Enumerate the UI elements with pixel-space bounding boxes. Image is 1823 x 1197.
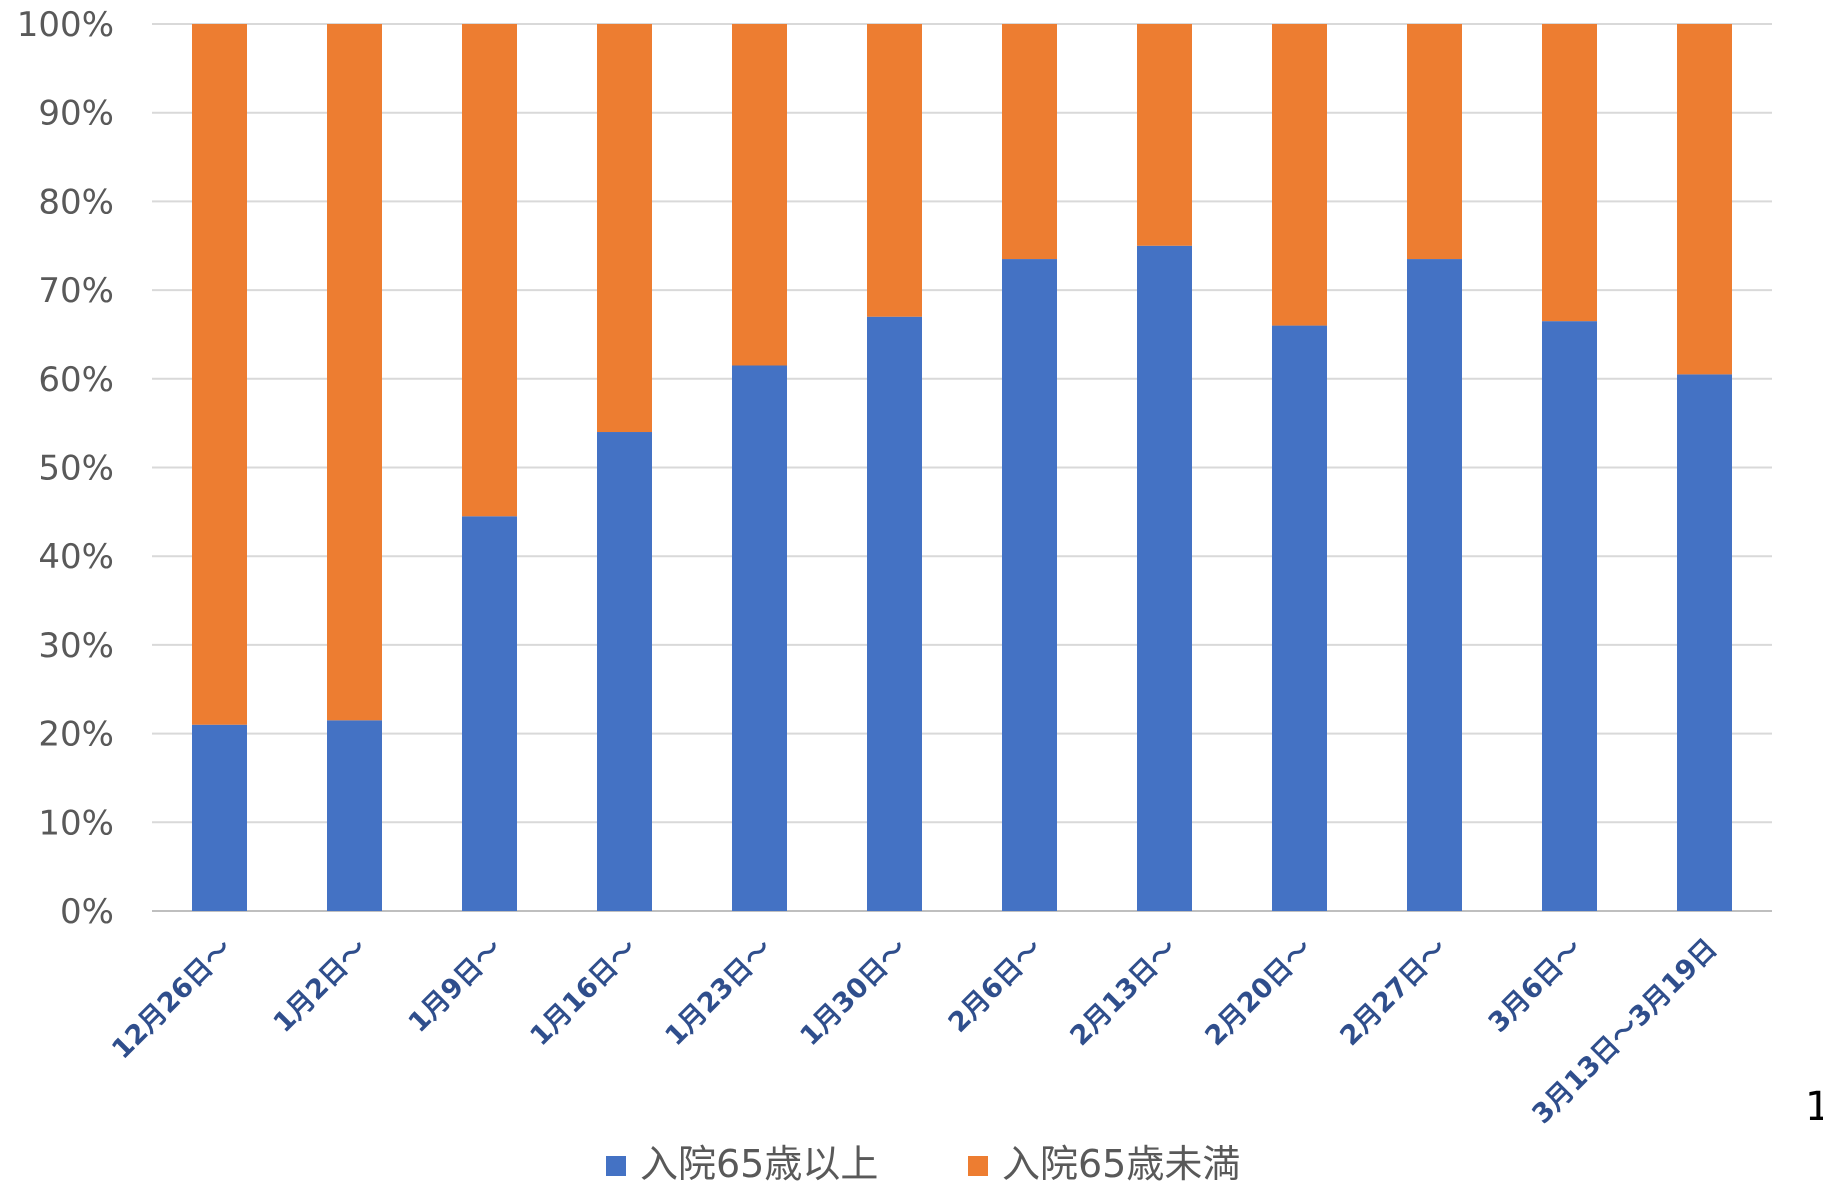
- bar-segment-over-65: [1407, 259, 1462, 911]
- bar-segment-under-65: [1272, 24, 1327, 326]
- legend-label-over-65: 入院65歳以上: [640, 1142, 878, 1186]
- y-tick-label: 50%: [38, 449, 114, 489]
- bar-segment-over-65: [1272, 325, 1327, 912]
- bar-segment-under-65: [1407, 24, 1462, 260]
- bar-segment-over-65: [1542, 321, 1597, 911]
- x-tick-label: 1月23日～: [659, 933, 778, 1052]
- bar-segment-under-65: [732, 24, 787, 366]
- bar-segment-under-65: [867, 24, 922, 317]
- x-tick-label: 1月9日～: [403, 933, 509, 1039]
- x-tick-label: 3月6日～: [1483, 933, 1589, 1039]
- bar-segment-under-65: [192, 24, 247, 725]
- bar-segment-over-65: [1677, 374, 1732, 911]
- edge-number: 1: [1805, 1084, 1823, 1130]
- x-tick-label: 1月30日～: [794, 933, 913, 1052]
- y-tick-label: 100%: [17, 5, 114, 45]
- y-tick-label: 90%: [38, 94, 114, 134]
- bar-segment-over-65: [1002, 259, 1057, 911]
- x-tick-label: 2月27日～: [1334, 933, 1453, 1052]
- y-tick-label: 40%: [38, 537, 114, 577]
- y-tick-label: 20%: [38, 715, 114, 755]
- y-tick-label: 30%: [38, 626, 114, 666]
- x-tick-label: 1月2日～: [268, 933, 374, 1039]
- y-tick-label: 0%: [60, 892, 114, 932]
- legend-swatch-under-65: [968, 1156, 988, 1176]
- bar-segment-over-65: [1137, 245, 1192, 911]
- y-tick-label: 70%: [38, 271, 114, 311]
- gridlines: [152, 23, 1772, 912]
- x-tick-label: 12月26日～: [106, 933, 238, 1065]
- bar-segment-under-65: [1137, 24, 1192, 246]
- bar-segment-over-65: [192, 724, 247, 911]
- bar-segment-over-65: [327, 720, 382, 911]
- bar-segment-under-65: [1677, 24, 1732, 375]
- bar-segment-under-65: [1542, 24, 1597, 322]
- x-axis-tick-labels: 12月26日～ 1月2日～ 1月9日～ 1月16日～ 1月23日～ 1月30日～ 2月6日～…: [106, 933, 1723, 1130]
- y-tick-label: 10%: [38, 803, 114, 843]
- bar-segment-over-65: [597, 432, 652, 911]
- legend: 入院65歳以上 入院65歳未満: [606, 1142, 1240, 1186]
- y-axis-tick-labels: 0% 10% 20% 30% 40% 50% 60% 70% 80% 90% 100%: [17, 5, 114, 932]
- legend-swatch-over-65: [606, 1156, 626, 1176]
- x-tick-label: 2月20日～: [1199, 933, 1318, 1052]
- y-tick-label: 80%: [38, 182, 114, 222]
- x-tick-label: 2月13日～: [1064, 933, 1183, 1052]
- bar-segment-under-65: [327, 24, 382, 721]
- bar-segment-over-65: [462, 516, 517, 911]
- bars: [192, 24, 1732, 912]
- bar-segment-over-65: [867, 316, 922, 912]
- x-tick-label: 2月6日～: [943, 933, 1049, 1039]
- x-tick-label: 1月16日～: [524, 933, 643, 1052]
- bar-segment-under-65: [597, 24, 652, 433]
- bar-segment-over-65: [732, 365, 787, 911]
- bar-segment-under-65: [462, 24, 517, 517]
- bar-segment-under-65: [1002, 24, 1057, 260]
- legend-label-under-65: 入院65歳未満: [1002, 1142, 1240, 1186]
- y-tick-label: 60%: [38, 360, 114, 400]
